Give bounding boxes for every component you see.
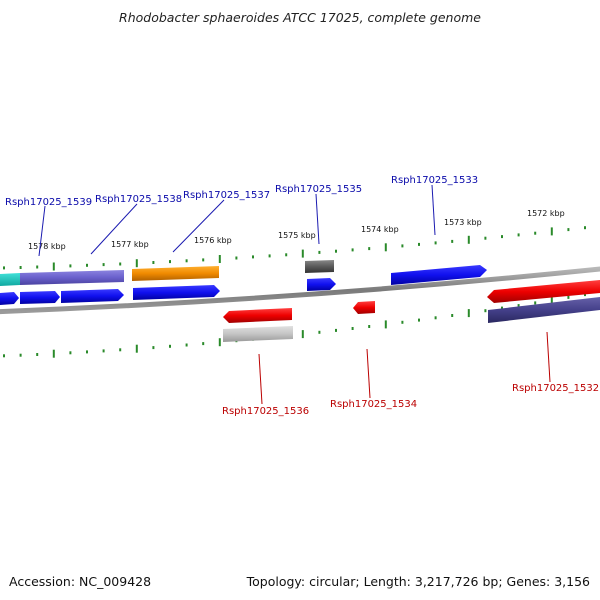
gene-label-1533[interactable]: Rsph17025_1533 bbox=[391, 175, 478, 186]
tick-label-1573: 1573 kbp bbox=[444, 218, 482, 227]
tick-label-1578: 1578 kbp bbox=[28, 242, 66, 251]
leader-1534 bbox=[366, 348, 371, 399]
gene-rsph17025-1536[interactable] bbox=[223, 308, 292, 323]
tick-label-1576: 1576 kbp bbox=[194, 236, 232, 245]
leader-1533 bbox=[431, 184, 436, 236]
gene-rsph17025-1538[interactable] bbox=[61, 289, 124, 303]
gene-label-1536[interactable]: Rsph17025_1536 bbox=[222, 406, 309, 417]
gene-blue-2[interactable] bbox=[20, 291, 60, 304]
inner-tick-ring bbox=[3, 293, 586, 358]
gene-rsph17025-1539[interactable] bbox=[20, 270, 124, 285]
gene-labels: Rsph17025_1539 Rsph17025_1538 Rsph17025_… bbox=[5, 175, 599, 417]
accession-text: Accession: NC_009428 bbox=[9, 574, 152, 589]
reverse-genes bbox=[223, 280, 600, 342]
gene-blue-5[interactable] bbox=[307, 278, 336, 291]
leader-1535 bbox=[315, 193, 320, 245]
leader-1536 bbox=[258, 353, 263, 405]
forward-genes bbox=[0, 260, 487, 305]
gene-rsph17025-1532[interactable] bbox=[487, 280, 600, 303]
outer-tick-ring bbox=[3, 226, 586, 271]
tick-label-1577: 1577 kbp bbox=[111, 240, 149, 249]
tick-label-1574: 1574 kbp bbox=[361, 225, 399, 234]
leader-1539 bbox=[38, 205, 46, 257]
gene-label-1539[interactable]: Rsph17025_1539 bbox=[5, 197, 92, 208]
gene-rsph17025-1535[interactable] bbox=[305, 260, 334, 273]
gene-label-1534[interactable]: Rsph17025_1534 bbox=[330, 399, 417, 410]
tick-label-1572: 1572 kbp bbox=[527, 209, 565, 218]
gene-rsph17025-1537[interactable] bbox=[132, 266, 219, 281]
gene-label-1532[interactable]: Rsph17025_1532 bbox=[512, 383, 599, 394]
leader-1537 bbox=[172, 199, 225, 253]
gene-cyan[interactable] bbox=[0, 273, 20, 286]
gene-label-1537[interactable]: Rsph17025_1537 bbox=[183, 190, 270, 201]
gene-rsph17025-1533[interactable] bbox=[391, 265, 487, 285]
tick-labels: 1578 kbp 1577 kbp 1576 kbp 1575 kbp 1574… bbox=[28, 209, 565, 251]
gene-blue-4[interactable] bbox=[133, 285, 220, 300]
genome-backbone bbox=[0, 266, 600, 315]
map-title: Rhodobacter sphaeroides ATCC 17025, comp… bbox=[119, 10, 481, 25]
leader-1532 bbox=[546, 331, 551, 383]
gene-label-1538[interactable]: Rsph17025_1538 bbox=[95, 194, 182, 205]
gene-label-1535[interactable]: Rsph17025_1535 bbox=[275, 184, 362, 195]
gene-navy[interactable] bbox=[488, 297, 600, 323]
leader-1538 bbox=[90, 203, 138, 255]
leader-lines bbox=[38, 184, 551, 405]
gene-rsph17025-1534[interactable] bbox=[353, 301, 375, 314]
gene-grey[interactable] bbox=[223, 326, 293, 342]
gene-blue-1[interactable] bbox=[0, 292, 19, 305]
topology-text: Topology: circular; Length: 3,217,726 bp… bbox=[246, 574, 590, 589]
tick-label-1575: 1575 kbp bbox=[278, 231, 316, 240]
